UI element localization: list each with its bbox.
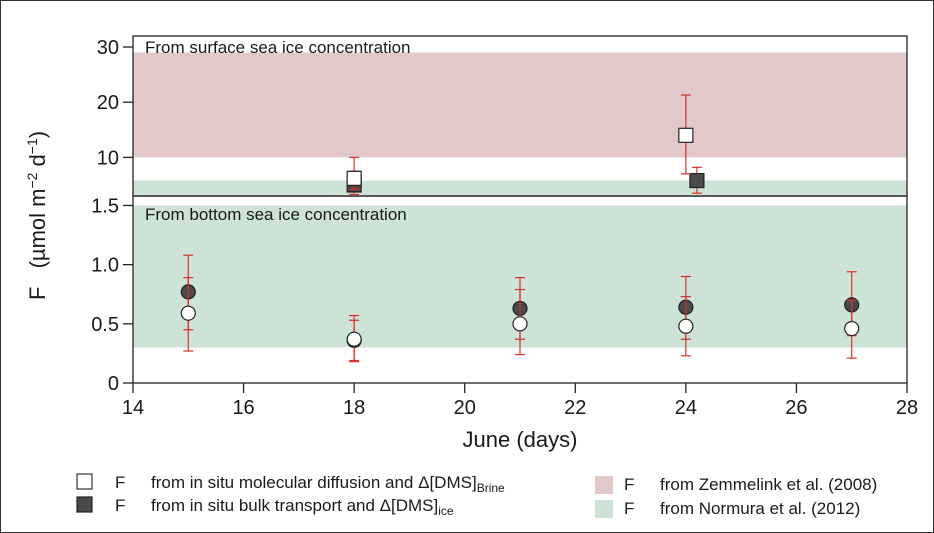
- bottom-panel-title: From bottom sea ice concentration: [145, 205, 407, 224]
- y-axis-label: F (µmol m−2 d−1): [24, 131, 50, 300]
- legend-filled-symbol: F: [115, 496, 125, 515]
- legend-filled-marker: [76, 496, 93, 513]
- circle-marker: [180, 305, 196, 321]
- surface-ytick-label: 20: [97, 92, 119, 114]
- surface-band-1: [133, 180, 907, 195]
- surface-panel-title: From surface sea ice concentration: [145, 38, 411, 57]
- bottom-open-point: [346, 319, 362, 362]
- bottom-open-point: [180, 277, 196, 352]
- y-axis-label-close: ): [25, 131, 50, 138]
- x-axis-label: June (days): [463, 427, 578, 452]
- xtick-label: 16: [232, 397, 254, 419]
- circle-marker: [512, 316, 528, 332]
- bottom-open-point: [678, 296, 694, 357]
- xtick-label: 14: [122, 397, 144, 419]
- y-axis-label-mid: d: [25, 154, 50, 172]
- xtick-label: 24: [675, 397, 697, 419]
- bottom-open-point: [512, 288, 528, 356]
- surface-band-0: [133, 52, 907, 158]
- surface-open-point: [678, 94, 694, 175]
- xtick-label: 18: [343, 397, 365, 419]
- square-marker: [689, 172, 705, 189]
- bottom-ytick-label: 1.5: [91, 195, 119, 217]
- legend-open-marker: [76, 473, 93, 490]
- surface-ytick-label: 30: [97, 37, 119, 59]
- legend-zemmelink-text: from Zemmelink et al. (2008): [660, 475, 877, 494]
- bottom-open-point: [844, 299, 860, 359]
- legend-open-subscript: Brine: [477, 481, 505, 495]
- legend-open-text: from in situ molecular diffusion and Δ[D…: [151, 473, 505, 495]
- bottom-ytick-label: 0: [108, 373, 119, 395]
- legend-zemmelink-swatch: [595, 476, 613, 494]
- y-axis-label-exp1: −2: [24, 172, 40, 188]
- circle-marker: [346, 331, 362, 347]
- legend-normura-swatch: [595, 500, 613, 518]
- legend-zemmelink-symbol: F: [624, 475, 634, 494]
- legend-normura-symbol: F: [624, 499, 634, 518]
- xtick-label: 22: [564, 397, 586, 419]
- surface-filled-point: [689, 166, 705, 194]
- bottom-ytick-label: 0.5: [91, 314, 119, 336]
- legend-filled-text: from in situ bulk transport and Δ[DMS]ic…: [151, 496, 454, 518]
- surface-panel: From surface sea ice concentration 10 20 3…: [97, 35, 908, 197]
- y-axis-label-symbol: F: [25, 287, 50, 300]
- square-marker: [678, 127, 694, 143]
- surface-open-point: [346, 156, 362, 190]
- legend-open-symbol: F: [115, 473, 125, 492]
- xtick-label: 28: [896, 397, 918, 419]
- circle-marker: [678, 318, 694, 334]
- y-axis-label-exp2: −1: [24, 138, 40, 154]
- legend: F from in situ molecular diffusion and Δ…: [76, 473, 877, 518]
- legend-filled-subscript: ice: [438, 504, 454, 518]
- xtick-label: 26: [785, 397, 807, 419]
- y-axis-label-unit: (µmol m: [25, 189, 50, 269]
- bottom-panel-frame: [132, 195, 908, 384]
- xtick-label: 20: [454, 397, 476, 419]
- bottom-panel: From bottom sea ice concentration 0 0.5 1.…: [91, 195, 918, 419]
- circle-marker: [844, 320, 860, 337]
- surface-ytick-label: 10: [97, 147, 119, 169]
- legend-normura-text: from Normura et al. (2012): [660, 499, 860, 518]
- square-marker: [346, 170, 362, 186]
- bottom-ytick-label: 1.0: [91, 255, 119, 277]
